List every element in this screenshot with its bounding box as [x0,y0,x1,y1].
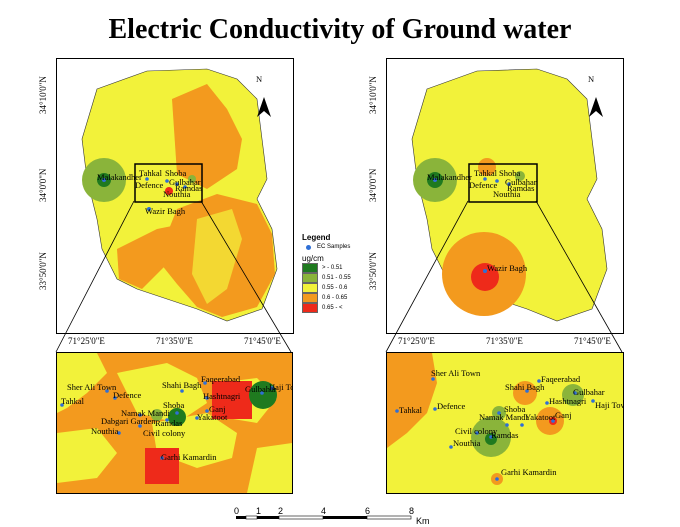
left-map-canvas [81,68,278,322]
place-label: Shoba [165,168,187,178]
place-label: Garhi Kamardin [501,467,557,477]
place-label: Haji Town [595,400,623,410]
place-label: Gulbahar [505,177,537,187]
place-label: Malakandher [427,172,472,182]
place-label: Namak Mandi [121,408,170,418]
legend-class-label: 0.55 - 0.6 [322,285,348,291]
legend-swatch [302,263,318,273]
legend-swatch [302,283,318,293]
place-label: Ganj [209,404,226,414]
legend-class-label: 0.51 - 0.55 [322,275,351,281]
right-main-map: N Malakandher Tahkal Shoba Defence Gulba… [386,58,624,334]
place-label: Defence [135,180,164,190]
scale-tick: 0 [234,506,240,516]
scale-bar-graphic [236,515,412,520]
place-label: Gulbahar [573,387,605,397]
place-label: Sher Ali Town [431,368,481,378]
place-label: Sher Ali Town [67,382,117,392]
place-label: Tahkal [474,168,498,178]
legend-swatch [302,273,318,283]
right-map-canvas [411,68,608,322]
legend-class-row: 0.51 - 0.55 [302,273,382,283]
place-label: Malakandher [97,172,142,182]
legend-class-row: 0.65 - < [302,303,382,313]
place-label: Wazir Bagh [487,263,528,273]
place-label: Yakatoot [525,412,556,422]
place-label: Defence [113,390,142,400]
legend-class-label: > - 0.51 [322,265,343,271]
scale-tick: 2 [278,506,284,516]
x-tick-label: 71°25'0"E [398,336,435,346]
place-label: Shoba [499,168,521,178]
place-label: Haji Town [269,382,292,392]
x-tick-label: 71°45'0"E [244,336,281,346]
place-label: Ramdas [507,183,535,193]
scale-bar [236,506,426,525]
legend-title: Legend [302,233,331,242]
north-label: N [256,74,263,84]
place-label: Faqeerabad [541,374,581,384]
place-label: Shahi Bagh [162,380,202,390]
left-main-map: N Malakandher Tahkal Shoba Defence Gulba… [56,58,294,334]
place-label: Nouthia [493,189,521,199]
scale-tick: 1 [256,506,262,516]
scale-tick: 4 [321,506,327,516]
place-label: Faqeerabad [201,374,241,384]
x-tick-label: 71°25'0"E [68,336,105,346]
place-label: Tahkal [139,168,163,178]
scale-unit: Km [416,516,430,526]
place-label: Shahi Bagh [505,382,545,392]
legend-class-label: 0.6 - 0.65 [322,295,348,301]
place-label: Yakatoot [197,412,228,422]
place-label: Gulbahar [169,177,201,187]
scale-tick: 6 [365,506,371,516]
place-label: Garhi Kamardin [161,452,217,462]
place-label: Dabgari Garden [101,416,156,426]
north-label: N [588,74,595,84]
legend-class-row: 0.55 - 0.6 [302,283,382,293]
place-label: Tahkal [61,396,85,406]
place-label: Defence [469,180,498,190]
place-label: Hashtnagri [549,396,587,406]
scale-tick: 8 [409,506,415,516]
legend-class-row: > - 0.51 [302,263,382,273]
legend-unit: ug/cm [302,254,324,263]
place-label: Shoba [504,404,526,414]
place-label: Civil colony [455,426,498,436]
legend-swatch [302,303,318,313]
legend-class-row: 0.6 - 0.65 [302,293,382,303]
place-label: Namak Mandi [479,412,528,422]
x-tick-label: 71°45'0"E [574,336,611,346]
place-label: Tahkal [399,405,423,415]
place-label: Gulbahar [245,384,277,394]
legend-class-label: 0.65 - < [322,305,343,311]
legend-samples-label: EC Samples [317,244,351,250]
place-label: Shoba [163,400,185,410]
right-inset-canvas [387,353,595,485]
place-label: Nouthia [453,438,481,448]
map-title: Electric Conductivity of Ground water [108,14,572,45]
place-label: Ganj [555,410,572,420]
legend-samples-row: EC Samples [302,242,382,252]
place-label: Ramdas [175,183,203,193]
place-label: Hashtnagri [203,391,241,401]
place-label: Defence [437,401,466,411]
legend-swatch [302,293,318,303]
place-label: Ramdas [491,430,519,440]
place-label: Ramdas [155,418,183,428]
x-tick-label: 71°35'0"E [486,336,523,346]
left-inset-map: Sher Ali Town Defence Tahkal Namak Mandi… [56,352,293,494]
x-tick-label: 71°35'0"E [156,336,193,346]
place-label: Wazir Bagh [145,206,186,216]
right-inset-map: Sher Ali Town Tahkal Defence Shahi Bagh … [386,352,624,494]
map-legend: Legend EC Samples ug/cm > - 0.51 0.51 - … [302,233,382,313]
left-inset-canvas [57,353,292,493]
sample-point-icon [306,244,311,250]
place-label: Nouthia [163,189,191,199]
place-label: Nouthia [91,426,119,436]
place-label: Civil colony [143,428,186,438]
